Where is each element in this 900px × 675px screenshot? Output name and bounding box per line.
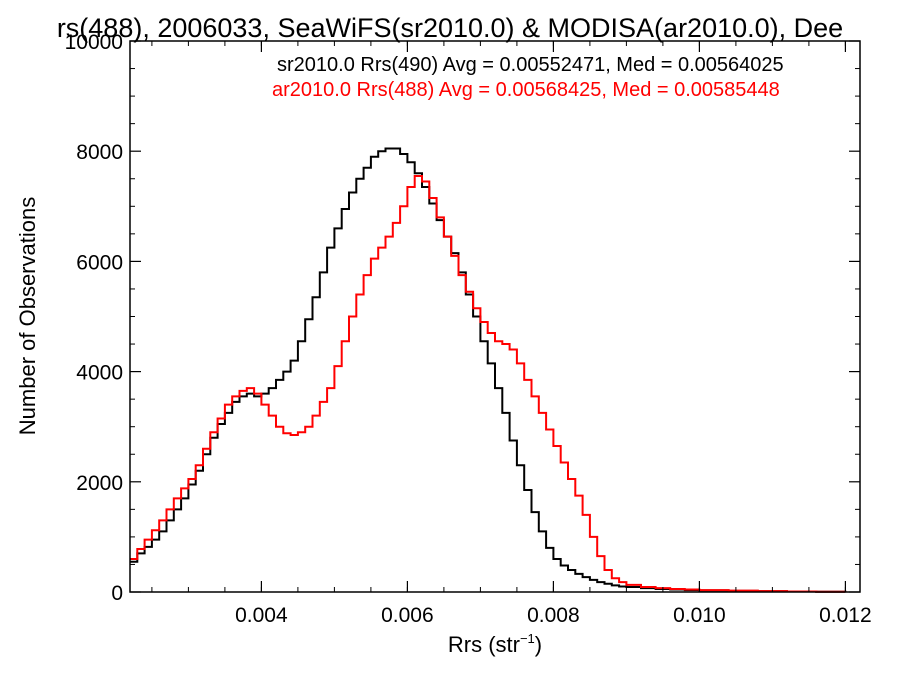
- y-tick-label-0: 0: [111, 582, 123, 605]
- series-layer: [130, 147, 847, 593]
- x-axis-label-exponent: −1: [520, 631, 535, 646]
- y-tick-label-1: 2000: [76, 472, 123, 495]
- series-1-line: [130, 147, 847, 593]
- plot-frame: [129, 40, 861, 593]
- x-axis-label-main: Rrs (str: [448, 632, 520, 657]
- series-2-line: [130, 175, 847, 593]
- x-tick-label-2: 0.008: [527, 604, 580, 627]
- x-axis-label-close: ): [535, 632, 542, 657]
- y-axis-label: Number of Observations: [15, 197, 40, 435]
- y-tick-label-2: 4000: [76, 362, 123, 385]
- x-tick-label-4: 0.012: [819, 604, 872, 627]
- legend-entry-series-1: sr2010.0 Rrs(490) Avg = 0.00552471, Med …: [277, 54, 784, 76]
- x-tick-label-1: 0.006: [381, 604, 434, 627]
- x-axis-label: Rrs (str−1): [448, 631, 542, 657]
- chart-title: rs(488), 2006033, SeaWiFS(sr2010.0) & MO…: [57, 13, 843, 43]
- y-tick-label-4: 8000: [76, 141, 123, 164]
- tick-layer: 0.004 0.006 0.008 0.010 0.012 0 2000 4000 6000 80…: [65, 31, 872, 627]
- y-tick-label-3: 6000: [76, 251, 123, 274]
- x-tick-label-0: 0.004: [235, 604, 288, 627]
- y-tick-label-5: 10000: [65, 31, 123, 54]
- x-tick-label-3: 0.010: [673, 604, 726, 627]
- legend-entry-series-2: ar2010.0 Rrs(488) Avg = 0.00568425, Med …: [272, 79, 780, 101]
